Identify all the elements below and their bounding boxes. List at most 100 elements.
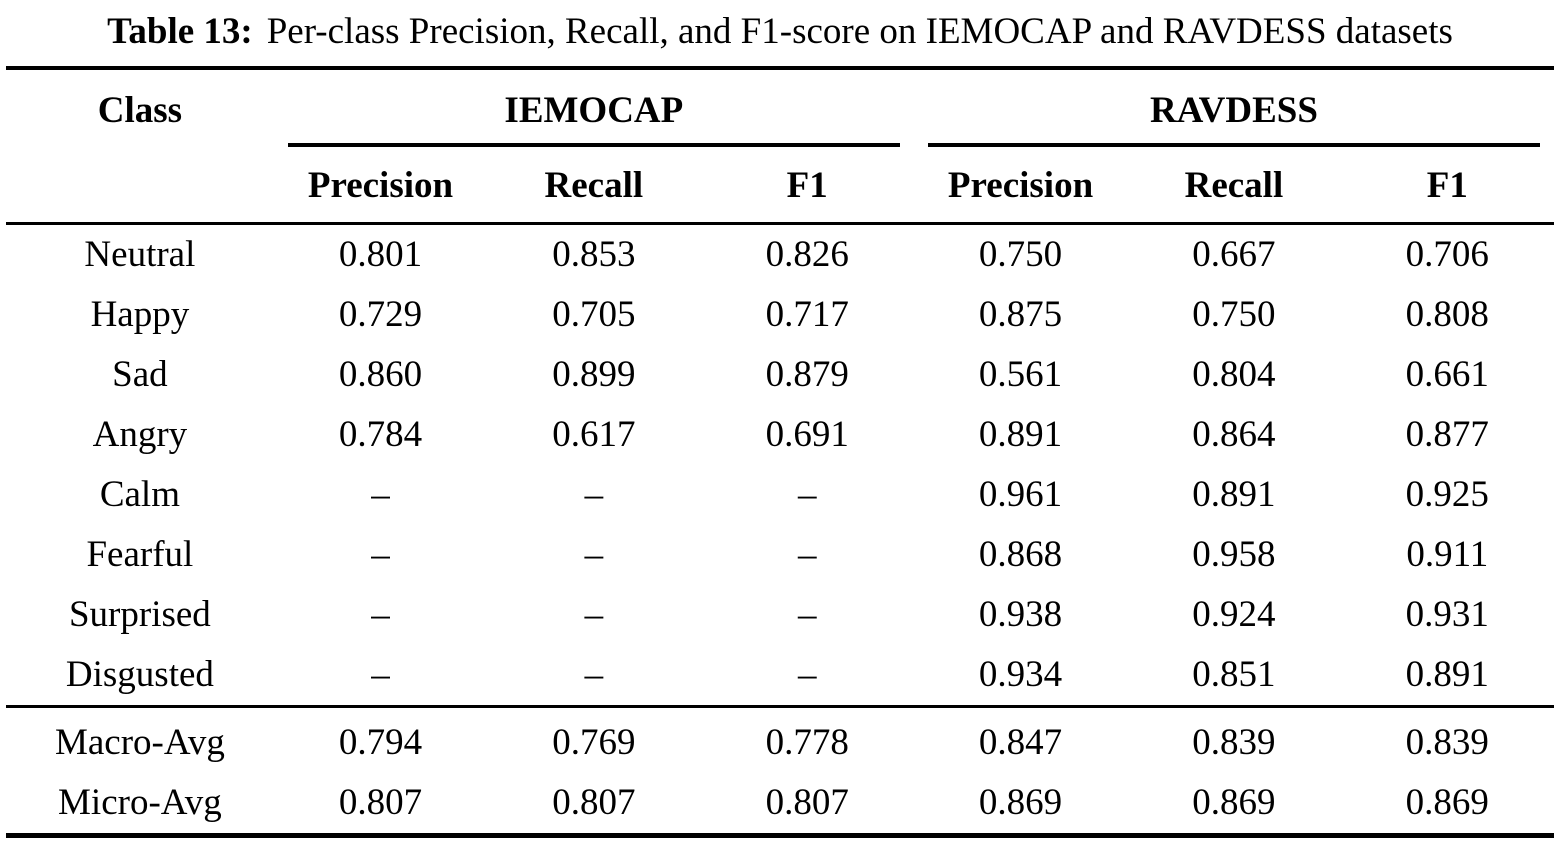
column-header-ravdess-recall: Recall <box>1127 147 1341 225</box>
group-header-ravdess-label: RAVDESS <box>927 70 1540 147</box>
metric-value: 0.807 <box>552 782 636 823</box>
metric-value: 0.851 <box>1192 654 1276 695</box>
metric-value: 0.661 <box>1405 354 1489 395</box>
table-caption-label: Table 13: <box>107 11 253 52</box>
metric-value: 0.750 <box>1192 294 1276 335</box>
metric-value: 0.784 <box>338 414 423 455</box>
metrics-table: Class IEMOCAP RAVDESS Precision Recall F… <box>6 66 1554 838</box>
group-header-iemocap: IEMOCAP <box>274 68 914 147</box>
table-row: Neutral 0.801 0.853 0.826 0.750 0.667 0.706 <box>6 224 1554 286</box>
metric-value: 0.860 <box>338 354 423 395</box>
table-row: Surprised – – – 0.938 0.924 0.931 <box>6 585 1554 645</box>
column-header-class: Class <box>6 68 274 225</box>
metric-value: 0.617 <box>552 414 636 455</box>
metric-value: 0.868 <box>978 534 1063 575</box>
metric-value: 0.961 <box>978 474 1063 515</box>
metric-value: 0.864 <box>1192 414 1276 455</box>
table-row: Calm – – – 0.961 0.891 0.925 <box>6 465 1554 525</box>
row-class-label: Macro-Avg <box>6 705 274 773</box>
metric-value: 0.938 <box>978 594 1063 635</box>
table-row: Happy 0.729 0.705 0.717 0.875 0.750 0.808 <box>6 285 1554 345</box>
metric-value: – <box>797 654 817 695</box>
metric-value: – <box>584 474 604 515</box>
metric-value: 0.879 <box>765 354 849 395</box>
column-header-ravdess-f1: F1 <box>1340 147 1554 225</box>
metric-value: 0.924 <box>1192 594 1276 635</box>
metric-value: 0.705 <box>552 294 636 335</box>
table-summary: Macro-Avg 0.794 0.769 0.778 0.847 0.839 0.839 M… <box>6 705 1554 836</box>
row-class-label: Surprised <box>68 594 211 635</box>
metric-value: 0.891 <box>978 414 1063 455</box>
group-header-ravdess: RAVDESS <box>914 68 1554 147</box>
metric-value: 0.869 <box>1405 782 1489 823</box>
metric-value: 0.877 <box>1405 414 1489 455</box>
column-header-ravdess-precision: Precision <box>913 147 1128 225</box>
metric-value: 0.691 <box>765 414 849 455</box>
metric-value: 0.778 <box>700 705 914 773</box>
row-class-label: Disgusted <box>65 654 214 695</box>
column-header-iemocap-f1: F1 <box>700 147 914 225</box>
metric-value: 0.801 <box>338 234 423 275</box>
metric-value: 0.717 <box>765 294 849 335</box>
metric-value: – <box>371 594 390 635</box>
table-row: Angry 0.784 0.617 0.691 0.891 0.864 0.877 <box>6 405 1554 465</box>
metric-value: – <box>371 474 390 515</box>
metric-value: 0.706 <box>1405 234 1489 275</box>
metric-value: – <box>371 534 390 575</box>
table-row: Fearful – – – 0.868 0.958 0.911 <box>6 525 1554 585</box>
group-header-iemocap-label: IEMOCAP <box>287 70 900 147</box>
row-class-label: Calm <box>99 474 180 515</box>
row-class-label: Angry <box>92 414 188 455</box>
metric-value: 0.958 <box>1192 534 1276 575</box>
table-row: Macro-Avg 0.794 0.769 0.778 0.847 0.839 0.839 <box>6 705 1554 773</box>
row-class-label: Happy <box>90 294 190 335</box>
metric-value: 0.807 <box>765 782 849 823</box>
metric-value: 0.847 <box>913 705 1128 773</box>
row-class-label: Neutral <box>84 234 196 275</box>
metric-value: 0.667 <box>1192 234 1276 275</box>
metric-value: – <box>584 654 604 695</box>
metric-value: 0.839 <box>1340 705 1554 773</box>
table-header: Class IEMOCAP RAVDESS Precision Recall F… <box>6 68 1554 225</box>
row-class-label: Fearful <box>86 534 194 575</box>
metric-value: 0.804 <box>1192 354 1276 395</box>
metric-value: 0.729 <box>338 294 423 335</box>
metric-value: – <box>584 534 604 575</box>
column-header-iemocap-recall: Recall <box>487 147 701 225</box>
metric-value: – <box>371 654 390 695</box>
metric-value: 0.911 <box>1406 534 1489 575</box>
metric-value: 0.934 <box>978 654 1063 695</box>
metric-value: 0.808 <box>1405 294 1489 335</box>
row-class-label: Sad <box>112 354 168 395</box>
table-body: Neutral 0.801 0.853 0.826 0.750 0.667 0.706 Hap… <box>6 224 1554 707</box>
metric-value: 0.769 <box>487 705 701 773</box>
metric-value: 0.826 <box>765 234 849 275</box>
metric-value: 0.875 <box>978 294 1063 335</box>
metric-value: 0.839 <box>1127 705 1341 773</box>
metric-value: 0.899 <box>552 354 636 395</box>
metric-value: 0.561 <box>978 354 1063 395</box>
metric-value: – <box>584 594 604 635</box>
group-header-row: Class IEMOCAP RAVDESS <box>6 68 1554 225</box>
metric-value: 0.794 <box>273 705 488 773</box>
table-caption: Table 13: Per-class Precision, Recall, an… <box>6 0 1554 66</box>
column-header-iemocap-precision: Precision <box>273 147 488 225</box>
metric-value: 0.807 <box>338 782 423 823</box>
metric-value: 0.931 <box>1405 594 1489 635</box>
table-row: Disgusted – – – 0.934 0.851 0.891 <box>6 645 1554 707</box>
metric-value: – <box>797 594 817 635</box>
table-row: Sad 0.860 0.899 0.879 0.561 0.804 0.661 <box>6 345 1554 405</box>
metric-value: 0.869 <box>1192 782 1276 823</box>
metric-value: 0.853 <box>552 234 636 275</box>
sub-header-row: Precision Recall F1 Precision Recall F1 <box>6 147 1554 225</box>
table-row: Micro-Avg 0.807 0.807 0.807 0.869 0.869 0.869 <box>6 773 1554 836</box>
metric-value: 0.891 <box>1192 474 1276 515</box>
metric-value: 0.925 <box>1405 474 1489 515</box>
metric-value: – <box>797 474 817 515</box>
metric-value: 0.750 <box>978 234 1063 275</box>
row-class-label: Micro-Avg <box>58 782 222 823</box>
metric-value: 0.869 <box>978 782 1063 823</box>
table-caption-text: Per-class Precision, Recall, and F1-scor… <box>266 11 1453 52</box>
metric-value: 0.891 <box>1405 654 1489 695</box>
